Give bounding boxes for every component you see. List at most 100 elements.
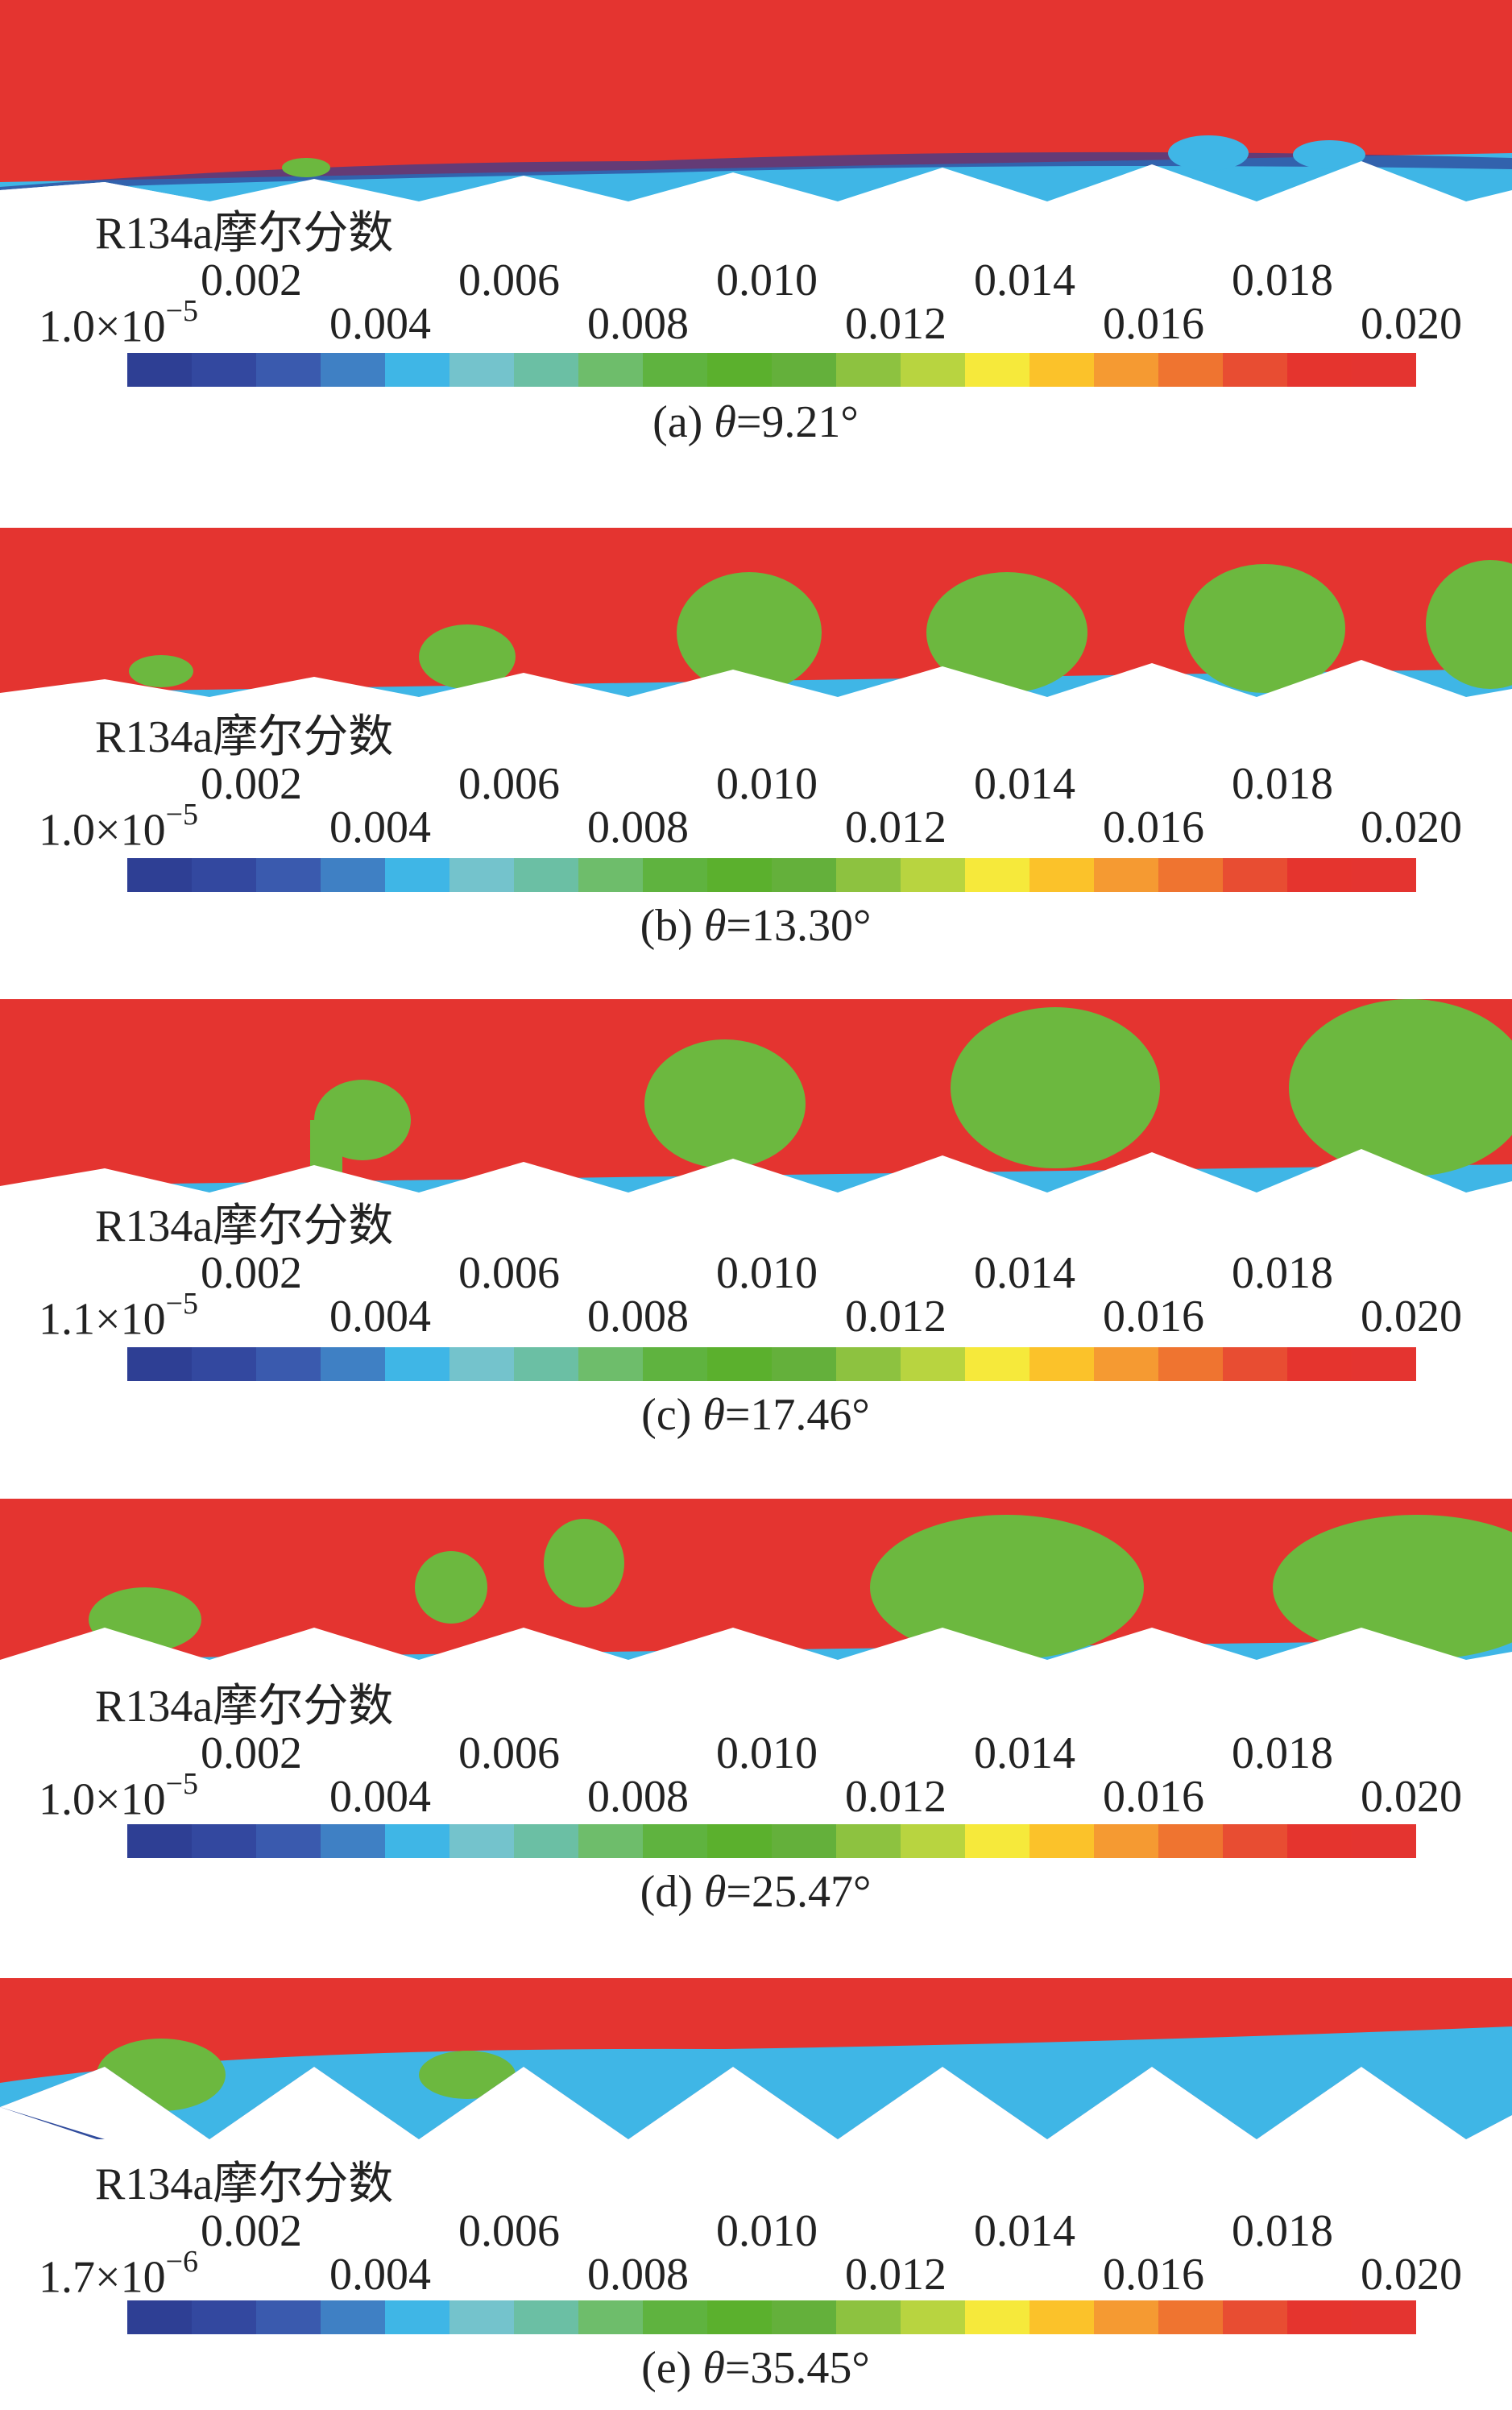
tick-upper: 0.006 bbox=[458, 1248, 560, 1298]
tick-upper: 0.006 bbox=[458, 2206, 560, 2256]
colorbar-segment bbox=[449, 2300, 514, 2334]
colorbar-segment bbox=[707, 1347, 772, 1381]
colorbar-segment bbox=[1029, 2300, 1094, 2334]
colorbar-segment bbox=[1029, 1824, 1094, 1858]
colorbar-segment bbox=[1094, 2300, 1158, 2334]
tick-upper: 0.002 bbox=[201, 255, 302, 305]
colorbar-segment bbox=[449, 353, 514, 387]
colorbar-segment bbox=[449, 1347, 514, 1381]
concentration-field-b bbox=[0, 528, 1512, 697]
colorbar-segment bbox=[514, 353, 578, 387]
tick-upper: 0.010 bbox=[716, 255, 818, 305]
tick-upper: 0.006 bbox=[458, 255, 560, 305]
colorbar-segment bbox=[449, 858, 514, 892]
tick-lower: 0.008 bbox=[587, 1292, 689, 1342]
colorbar-segment bbox=[385, 1824, 449, 1858]
tick-lower: 0.016 bbox=[1103, 1772, 1204, 1822]
colorbar-segment bbox=[256, 353, 321, 387]
tick-lower: 0.020 bbox=[1361, 803, 1462, 852]
colorbar-segment bbox=[1223, 858, 1287, 892]
tick-lower: 0.012 bbox=[845, 299, 947, 349]
colorbar-segment bbox=[965, 858, 1029, 892]
colorbar-segment bbox=[707, 2300, 772, 2334]
tick-lower: 0.012 bbox=[845, 2250, 947, 2300]
colorbar-segment bbox=[578, 1347, 643, 1381]
colorbar-segment bbox=[385, 353, 449, 387]
panel-caption: (a) θ=9.21° bbox=[652, 397, 859, 447]
colorbar-segment bbox=[192, 1347, 256, 1381]
legend-title: R134a摩尔分数 bbox=[95, 1201, 394, 1251]
colorbar-segment bbox=[256, 2300, 321, 2334]
tick-upper: 0.018 bbox=[1232, 255, 1333, 305]
colorbar-segment bbox=[578, 858, 643, 892]
tick-upper: 0.010 bbox=[716, 1248, 818, 1298]
tick-upper: 0.014 bbox=[974, 1248, 1075, 1298]
colorbar bbox=[127, 353, 1416, 387]
colorbar-segment bbox=[1094, 858, 1158, 892]
colorbar-min-label: 1.0×10−5 bbox=[39, 798, 199, 856]
colorbar-segment bbox=[192, 353, 256, 387]
colorbar-segment bbox=[772, 1347, 836, 1381]
tick-upper: 0.002 bbox=[201, 1248, 302, 1298]
legend-title: R134a摩尔分数 bbox=[95, 1682, 394, 1732]
colorbar-segment bbox=[772, 1824, 836, 1858]
colorbar-segment bbox=[772, 353, 836, 387]
colorbar-segment bbox=[707, 1824, 772, 1858]
colorbar bbox=[127, 1347, 1416, 1381]
colorbar-segment bbox=[449, 1824, 514, 1858]
colorbar-segment bbox=[901, 858, 965, 892]
colorbar-segment bbox=[1287, 353, 1352, 387]
colorbar-segment bbox=[836, 2300, 901, 2334]
colorbar-segment bbox=[256, 858, 321, 892]
panel-caption: (b) θ=13.30° bbox=[640, 901, 872, 951]
colorbar-segment bbox=[965, 353, 1029, 387]
colorbar-segment bbox=[965, 1347, 1029, 1381]
colorbar bbox=[127, 2300, 1416, 2334]
colorbar-segment bbox=[1352, 1824, 1416, 1858]
panel-b: R134a摩尔分数 0.002 0.006 0.010 0.014 0.018 … bbox=[0, 528, 1512, 1003]
colorbar-segment bbox=[1223, 1347, 1287, 1381]
concentration-field-c bbox=[0, 999, 1512, 1193]
colorbar-segment bbox=[1094, 1824, 1158, 1858]
tick-lower: 0.020 bbox=[1361, 1292, 1462, 1342]
tick-lower: 0.012 bbox=[845, 803, 947, 852]
colorbar-segment bbox=[578, 1824, 643, 1858]
tick-lower: 0.020 bbox=[1361, 1772, 1462, 1822]
panel-caption: (d) θ=25.47° bbox=[640, 1867, 872, 1917]
tick-lower: 0.016 bbox=[1103, 299, 1204, 349]
tick-lower: 0.004 bbox=[329, 299, 431, 349]
panel-a: R134a摩尔分数 0.002 0.006 0.010 0.014 0.018 … bbox=[0, 0, 1512, 475]
tick-lower: 0.016 bbox=[1103, 1292, 1204, 1342]
tick-lower: 0.012 bbox=[845, 1292, 947, 1342]
colorbar-segment bbox=[1223, 2300, 1287, 2334]
colorbar-segment bbox=[514, 1347, 578, 1381]
colorbar-segment bbox=[514, 1824, 578, 1858]
colorbar-min-label: 1.0×10−5 bbox=[39, 1767, 199, 1825]
colorbar-segment bbox=[643, 353, 707, 387]
tick-lower: 0.008 bbox=[587, 1772, 689, 1822]
tick-lower: 0.016 bbox=[1103, 803, 1204, 852]
tick-lower: 0.012 bbox=[845, 1772, 947, 1822]
colorbar bbox=[127, 858, 1416, 892]
colorbar-min-label: 1.1×10−5 bbox=[39, 1287, 199, 1345]
tick-lower: 0.004 bbox=[329, 2250, 431, 2300]
colorbar-segment bbox=[1223, 1824, 1287, 1858]
colorbar-segment bbox=[514, 858, 578, 892]
panel-e: R134a摩尔分数 0.002 0.006 0.010 0.014 0.018 … bbox=[0, 1978, 1512, 2410]
colorbar-segment bbox=[772, 2300, 836, 2334]
colorbar-segment bbox=[1094, 1347, 1158, 1381]
panel-d: R134a摩尔分数 0.002 0.006 0.010 0.014 0.018 … bbox=[0, 1499, 1512, 1974]
colorbar-segment bbox=[127, 353, 192, 387]
colorbar-segment bbox=[1029, 1347, 1094, 1381]
tick-lower: 0.004 bbox=[329, 803, 431, 852]
colorbar-segment bbox=[127, 1347, 192, 1381]
tick-lower: 0.004 bbox=[329, 1292, 431, 1342]
colorbar-segment bbox=[707, 858, 772, 892]
colorbar-segment bbox=[643, 1347, 707, 1381]
tick-upper: 0.018 bbox=[1232, 1728, 1333, 1778]
colorbar-segment bbox=[578, 2300, 643, 2334]
colorbar-segment bbox=[192, 858, 256, 892]
concentration-field-e bbox=[0, 1978, 1512, 2139]
colorbar-segment bbox=[192, 1824, 256, 1858]
colorbar-segment bbox=[1352, 2300, 1416, 2334]
